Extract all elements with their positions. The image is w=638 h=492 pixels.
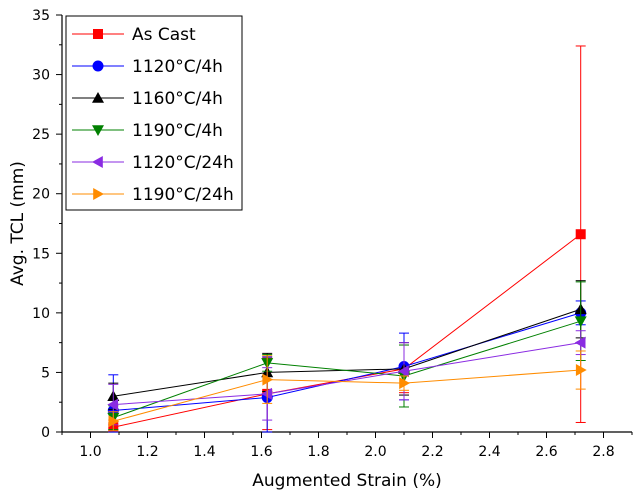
series-line bbox=[113, 342, 581, 406]
legend-marker bbox=[92, 156, 103, 168]
legend-item: As Cast bbox=[72, 25, 196, 45]
legend-marker bbox=[92, 125, 104, 136]
data-point bbox=[575, 364, 587, 377]
series-line bbox=[113, 233, 582, 428]
x-tick-label: 1.4 bbox=[193, 444, 215, 460]
x-axis-title: Augmented Strain (%) bbox=[252, 471, 442, 491]
series-4 bbox=[107, 281, 587, 431]
data-point bbox=[262, 373, 274, 386]
series-line bbox=[113, 369, 581, 422]
series-6 bbox=[108, 350, 587, 432]
legend: As Cast 1120°C/4h 1160°C/4h 1190°C/4h 1120°C… bbox=[65, 15, 243, 211]
y-tick-label: 25 bbox=[32, 127, 50, 143]
legend-item: 1120°C/4h bbox=[72, 57, 223, 77]
y-tick-label: 30 bbox=[32, 68, 50, 84]
series-line bbox=[113, 312, 581, 412]
series-3 bbox=[107, 280, 587, 410]
y-tick-label: 5 bbox=[41, 365, 50, 381]
y-tick-label: 20 bbox=[32, 187, 50, 203]
x-tick-label: 2.4 bbox=[478, 444, 500, 460]
x-axis-ticks: 1.0 1.2 1.4 1.6 1.8 2.0 2.2 2.4 2.6 2.8 bbox=[61, 432, 633, 460]
data-point bbox=[108, 415, 120, 428]
data-point bbox=[575, 229, 586, 240]
data-point bbox=[107, 398, 119, 411]
data-point bbox=[574, 316, 587, 328]
legend-label: 1120°C/4h bbox=[132, 57, 223, 77]
x-tick-label: 2.8 bbox=[592, 444, 614, 460]
data-point bbox=[399, 377, 410, 390]
legend-marker bbox=[93, 188, 104, 200]
plot-area bbox=[107, 45, 587, 433]
series-line bbox=[113, 320, 581, 419]
series-2 bbox=[107, 300, 587, 433]
data-point bbox=[261, 387, 272, 400]
y-tick-label: 10 bbox=[32, 306, 50, 322]
series-line bbox=[113, 308, 581, 397]
data-point bbox=[398, 365, 409, 378]
x-tick-label: 2.6 bbox=[535, 444, 557, 460]
data-point bbox=[574, 336, 586, 349]
y-tick-label: 35 bbox=[32, 8, 50, 24]
legend-marker bbox=[92, 92, 104, 103]
y-tick-label: 0 bbox=[41, 425, 50, 441]
y-tick-label: 15 bbox=[32, 246, 50, 262]
legend-marker bbox=[92, 60, 104, 72]
x-tick-label: 2.2 bbox=[421, 444, 443, 460]
x-tick-label: 2.0 bbox=[364, 444, 386, 460]
legend-item: 1160°C/4h bbox=[72, 89, 223, 109]
legend-item: 1120°C/24h bbox=[72, 153, 234, 173]
legend-label: 1190°C/4h bbox=[132, 121, 223, 141]
legend-label: 1120°C/24h bbox=[132, 153, 234, 173]
y-axis-ticks: 0 5 10 15 20 25 30 35 bbox=[32, 8, 62, 441]
axes: 1.0 1.2 1.4 1.6 1.8 2.0 2.2 2.4 2.6 2.8 0 5 10 15 20 2… bbox=[32, 8, 633, 460]
legend-marker bbox=[93, 29, 103, 39]
legend-label: 1190°C/24h bbox=[132, 185, 234, 205]
legend-box bbox=[65, 15, 243, 211]
legend-item: 1190°C/4h bbox=[72, 121, 223, 141]
x-tick-label: 1.2 bbox=[136, 444, 158, 460]
series-5 bbox=[107, 330, 586, 426]
x-tick-label: 1.8 bbox=[307, 444, 329, 460]
x-tick-label: 1.0 bbox=[79, 444, 101, 460]
legend-label: 1160°C/4h bbox=[132, 89, 223, 109]
legend-label: As Cast bbox=[132, 25, 196, 45]
y-axis-title: Avg. TCL (mm) bbox=[8, 161, 28, 286]
legend-item: 1190°C/24h bbox=[72, 185, 234, 205]
x-tick-label: 1.6 bbox=[250, 444, 272, 460]
